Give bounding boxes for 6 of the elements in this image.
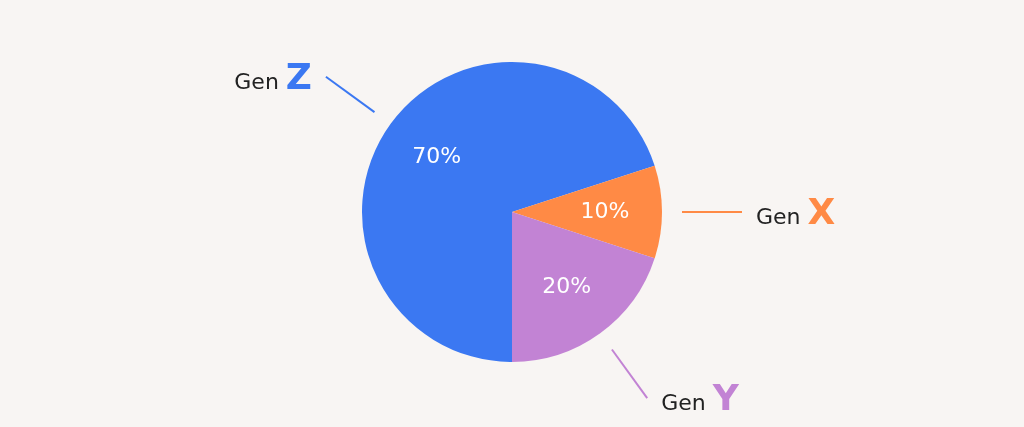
data-label: 70% xyxy=(412,143,462,169)
data-label: 20% xyxy=(542,272,592,298)
slice-label: Gen Y xyxy=(661,377,740,419)
slice-label: Gen Z xyxy=(234,55,312,97)
data-label: 10% xyxy=(580,197,630,223)
slice-label: Gen X xyxy=(756,191,836,232)
